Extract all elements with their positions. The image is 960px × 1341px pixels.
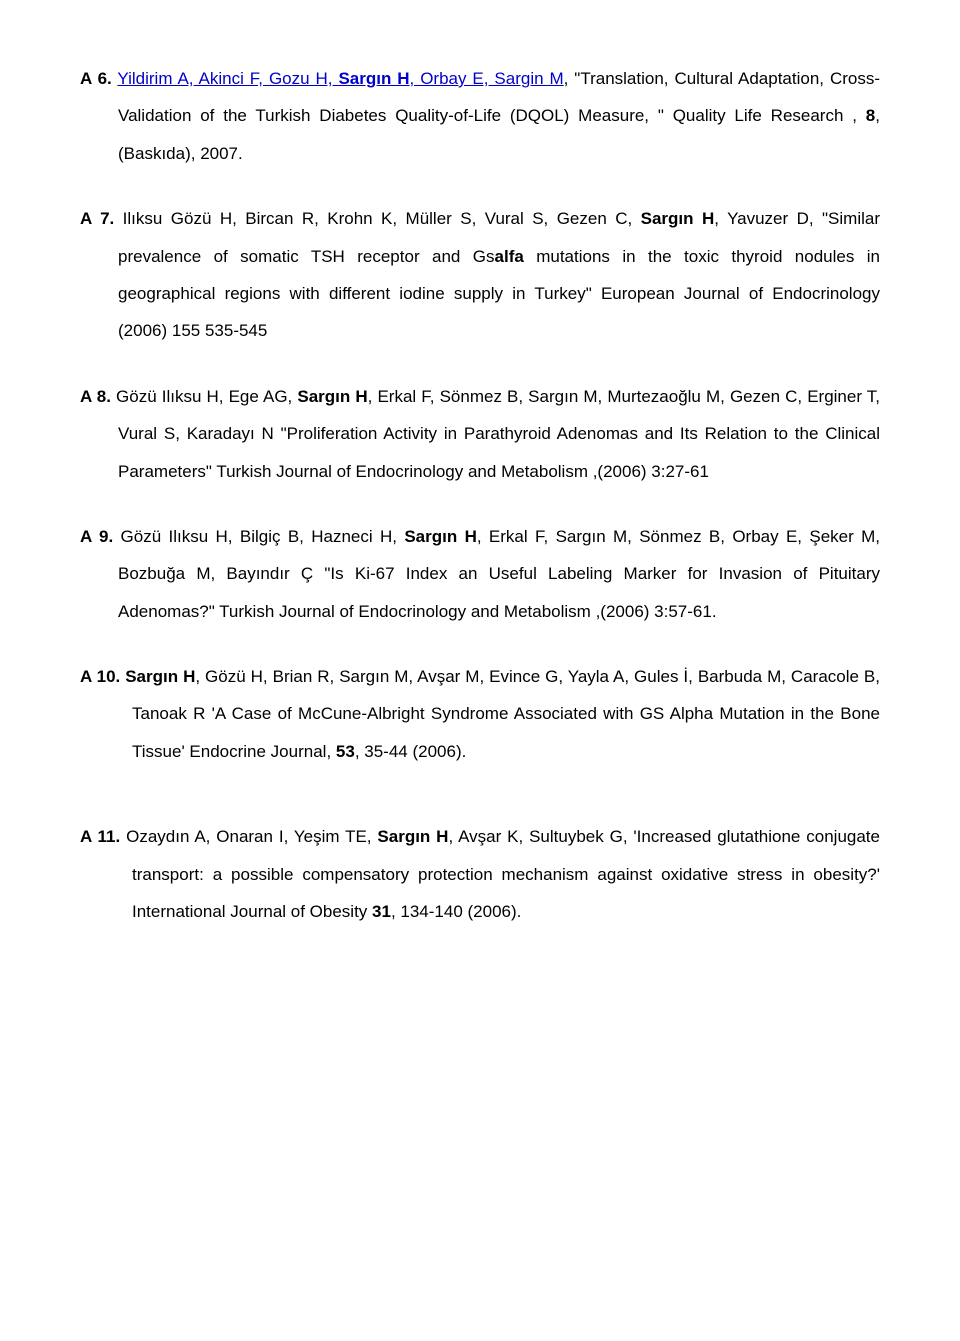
ref-vol: 53: [336, 742, 355, 761]
link-text-pre: Yildirim A, Akinci F, Gozu H,: [117, 69, 338, 88]
ref-label: A 10.: [80, 667, 120, 686]
reference-a6: A 6. Yildirim A, Akinci F, Gozu H, Sargı…: [80, 60, 880, 172]
ref-bold-name: Sargın H: [377, 827, 448, 846]
ref-label: A 6.: [80, 69, 112, 88]
ref-tail: , 134-140 (2006).: [391, 902, 521, 921]
link-text-post: , Orbay E, Sargin M: [410, 69, 564, 88]
ref-post: , Gözü H, Brian R, Sargın M, Avşar M, Ev…: [132, 667, 880, 761]
ref-label: A 7.: [80, 209, 114, 228]
ref-bold2: alfa: [495, 247, 524, 266]
ref-bold-name: Sargın H: [297, 387, 367, 406]
reference-a11: A 11. Ozaydın A, Onaran I, Yeşim TE, Sar…: [80, 818, 880, 930]
ref-pre: Gözü Ilıksu H, Ege AG,: [111, 387, 297, 406]
ref-link[interactable]: Yildirim A, Akinci F, Gozu H, Sargın H, …: [117, 69, 563, 88]
ref-pre: Gözü Ilıksu H, Bilgiç B, Hazneci H,: [113, 527, 404, 546]
ref-pre: Ilıksu Gözü H, Bircan R, Krohn K, Müller…: [114, 209, 640, 228]
reference-a7: A 7. Ilıksu Gözü H, Bircan R, Krohn K, M…: [80, 200, 880, 350]
ref-bold-name: Sargın H: [404, 527, 477, 546]
reference-a9: A 9. Gözü Ilıksu H, Bilgiç B, Hazneci H,…: [80, 518, 880, 630]
ref-label: A 9.: [80, 527, 113, 546]
ref-pre: Ozaydın A, Onaran I, Yeşim TE,: [120, 827, 377, 846]
reference-a10: A 10. Sargın H, Gözü H, Brian R, Sargın …: [80, 658, 880, 770]
ref-vol: 31: [372, 902, 391, 921]
reference-a8: A 8. Gözü Ilıksu H, Ege AG, Sargın H, Er…: [80, 378, 880, 490]
spacer: [80, 798, 880, 818]
ref-tail: , 35-44 (2006).: [355, 742, 467, 761]
ref-bold-name: Sargın H: [120, 667, 195, 686]
link-bold-name: Sargın H: [338, 69, 409, 88]
ref-bold-name: Sargın H: [641, 209, 715, 228]
ref-vol: 8: [866, 106, 875, 125]
ref-label: A 8.: [80, 387, 111, 406]
ref-label: A 11.: [80, 827, 120, 846]
